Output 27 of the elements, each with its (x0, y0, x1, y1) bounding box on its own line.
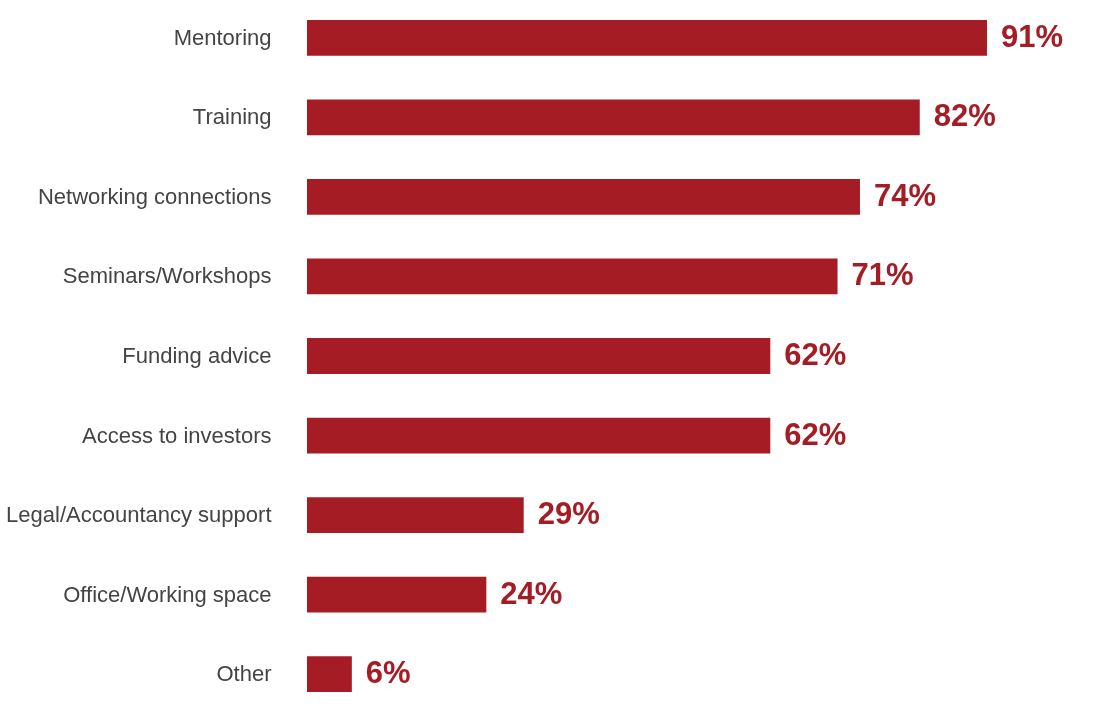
y-tick-label: Office/Working space (63, 581, 272, 607)
data-label: 24% (500, 575, 563, 611)
data-label: 71% (851, 257, 914, 293)
y-tick-label: Legal/Accountancy support (6, 502, 272, 528)
y-tick-label: Seminars/Workshops (62, 263, 272, 289)
data-label: 62% (784, 337, 847, 372)
bar (307, 497, 524, 534)
y-tick-label: Funding advice (122, 343, 272, 368)
y-tick-label: Training (192, 104, 272, 130)
bar (307, 178, 860, 215)
data-label: 82% (933, 98, 996, 134)
bar (307, 99, 920, 136)
data-label: 74% (873, 177, 937, 213)
y-tick-label: Mentoring (173, 24, 272, 50)
bar (307, 19, 987, 56)
data-label: 6% (365, 655, 411, 691)
y-tick-label: Networking connections (37, 183, 272, 209)
bar (307, 656, 352, 693)
data-label: 29% (537, 496, 600, 532)
bar (307, 338, 771, 374)
y-tick-label: Access to investors (81, 422, 272, 448)
bar (307, 417, 771, 454)
bar (307, 258, 838, 295)
data-label: 62% (784, 416, 847, 452)
y-tick-label: Other (216, 661, 272, 687)
data-label: 91% (1001, 18, 1064, 54)
bar (307, 576, 487, 613)
